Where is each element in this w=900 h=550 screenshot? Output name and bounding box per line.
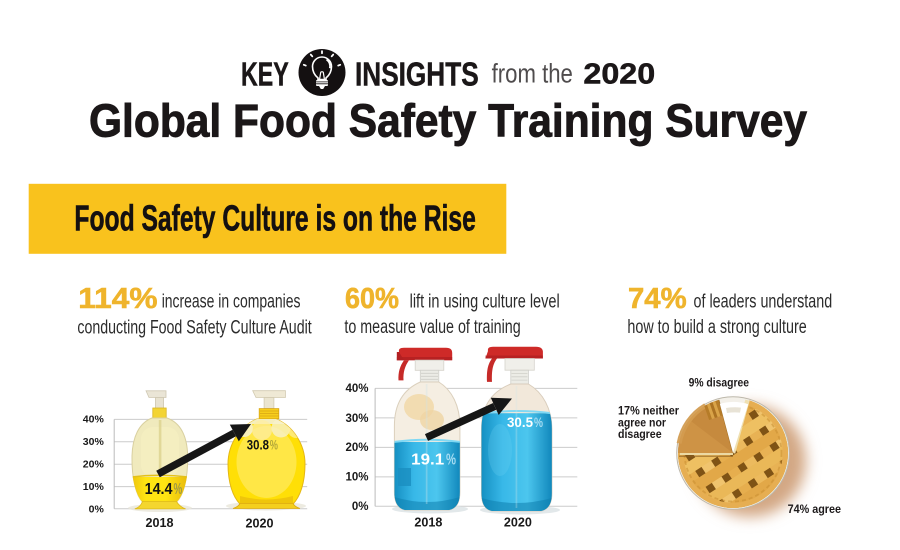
svg-text:30.8: 30.8 — [247, 437, 269, 453]
svg-text:increase in companies: increase in companies — [162, 292, 301, 313]
svg-text:9% disagree: 9% disagree — [689, 375, 750, 389]
svg-text:%: % — [174, 481, 183, 498]
svg-text:2020: 2020 — [504, 516, 532, 530]
svg-text:14.4: 14.4 — [145, 481, 173, 498]
svg-text:Global Food Safety Training Su: Global Food Safety Training Survey — [89, 95, 807, 147]
svg-text:2018: 2018 — [414, 516, 442, 530]
svg-text:2020: 2020 — [246, 517, 274, 531]
svg-text:60%: 60% — [345, 283, 399, 315]
svg-text:disagree: disagree — [618, 427, 662, 441]
svg-text:17% neither: 17% neither — [618, 403, 679, 417]
svg-text:to measure value of training: to measure value of training — [344, 317, 520, 338]
svg-text:10%: 10% — [83, 481, 105, 493]
svg-text:30.5: 30.5 — [507, 414, 533, 430]
svg-text:2018: 2018 — [146, 516, 174, 530]
svg-text:20%: 20% — [345, 442, 368, 454]
svg-text:0%: 0% — [352, 501, 369, 513]
svg-text:40%: 40% — [83, 414, 105, 426]
svg-text:%: % — [534, 414, 543, 430]
svg-text:0%: 0% — [89, 504, 105, 516]
svg-text:40%: 40% — [345, 383, 368, 395]
svg-text:Food Safety Culture is on the: Food Safety Culture is on the Rise — [74, 197, 475, 238]
svg-text:%: % — [446, 451, 456, 468]
svg-text:of leaders understand: of leaders understand — [694, 292, 833, 313]
svg-text:30%: 30% — [83, 436, 105, 448]
svg-text:2020: 2020 — [583, 59, 655, 91]
svg-text:30%: 30% — [345, 413, 368, 425]
svg-text:from the: from the — [492, 59, 573, 89]
svg-text:lift in using culture level: lift in using culture level — [410, 292, 560, 313]
svg-text:74%: 74% — [628, 283, 687, 315]
svg-text:%: % — [270, 437, 279, 453]
svg-text:how to build a strong culture: how to build a strong culture — [627, 317, 806, 338]
svg-text:INSIGHTS: INSIGHTS — [355, 57, 479, 94]
svg-text:KEY: KEY — [241, 57, 289, 94]
svg-text:agree nor: agree nor — [618, 416, 666, 430]
svg-text:19.1: 19.1 — [411, 451, 444, 468]
svg-text:114%: 114% — [78, 283, 157, 315]
svg-text:conducting Food Safety Culture: conducting Food Safety Culture Audit — [77, 317, 312, 338]
svg-text:10%: 10% — [345, 471, 368, 483]
svg-text:20%: 20% — [83, 458, 105, 470]
svg-text:74% agree: 74% agree — [788, 502, 842, 516]
